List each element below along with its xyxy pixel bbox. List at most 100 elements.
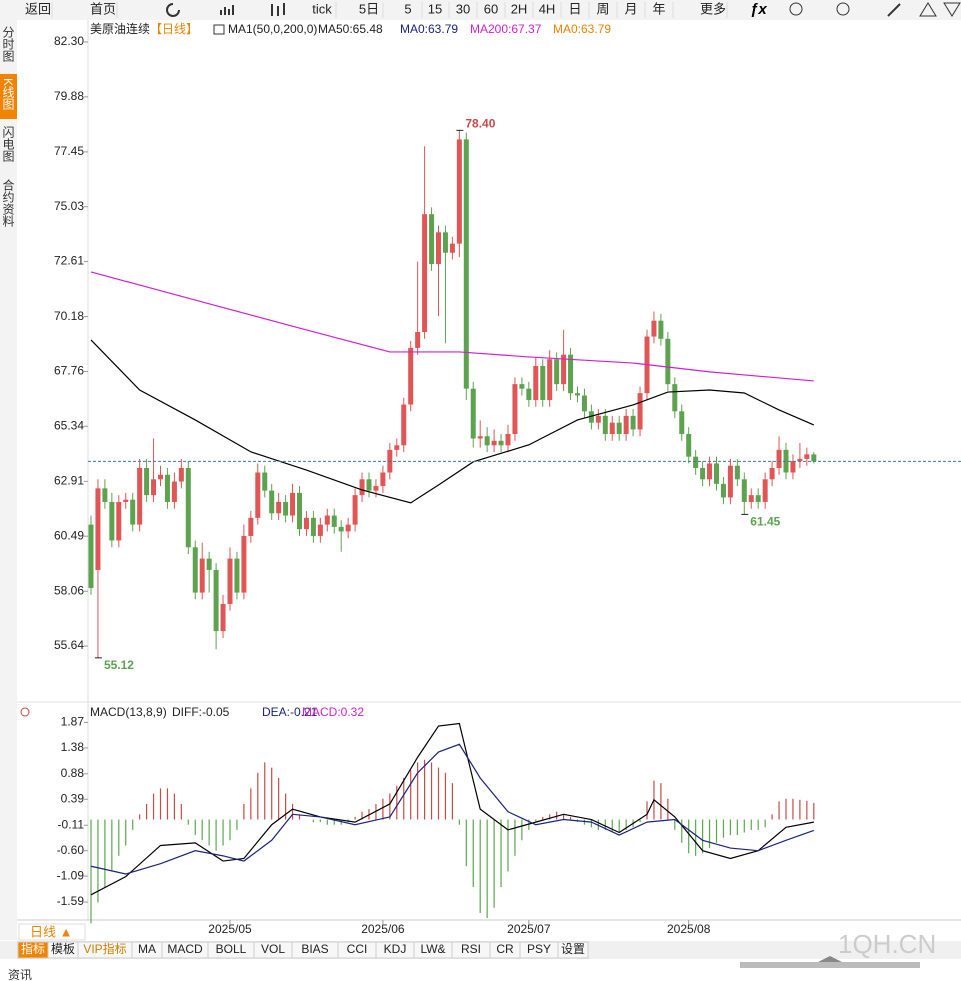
- toolbar-button[interactable]: tick: [312, 1, 332, 16]
- bottom-tab-bg: [557, 941, 589, 959]
- bottom-tab[interactable]: 模板: [51, 942, 75, 956]
- candle-body: [720, 483, 726, 498]
- bottom-tab[interactable]: CR: [496, 942, 514, 956]
- candle-body: [352, 495, 358, 525]
- toolbar-button[interactable]: 首页: [90, 1, 116, 16]
- toolbar-button[interactable]: 5日: [359, 1, 379, 16]
- candle-body: [561, 354, 567, 385]
- toolbar-button[interactable]: 5: [404, 1, 411, 16]
- candle-body: [616, 422, 622, 434]
- legend-text: MA50:65.48: [318, 22, 383, 36]
- toolbar-button[interactable]: 月: [624, 1, 637, 16]
- zoom-in[interactable]: [836, 2, 850, 16]
- bottom-tab[interactable]: BOLL: [216, 942, 247, 956]
- candle-body: [755, 495, 761, 502]
- candle-body: [380, 472, 386, 487]
- candle-body: [206, 558, 212, 570]
- toolbar-button[interactable]: 4H: [539, 1, 556, 16]
- zoom-out[interactable]: [789, 2, 803, 16]
- candle-body: [241, 535, 247, 593]
- toolbar-button[interactable]: 返回: [25, 1, 51, 16]
- candle-body: [415, 332, 421, 348]
- candle-body: [116, 501, 122, 541]
- legend-text: MACD:0.32: [302, 705, 364, 719]
- bottom-tab[interactable]: CCI: [347, 942, 368, 956]
- side-tab[interactable]: 合约资料: [1, 178, 15, 227]
- candle-body: [338, 526, 344, 532]
- chart-icon[interactable]: [220, 5, 234, 15]
- y-tick-label: 79.88: [54, 89, 84, 103]
- settings-icon[interactable]: [20, 707, 30, 717]
- y-tick-label: 0.88: [61, 766, 85, 780]
- candle-body: [547, 359, 553, 400]
- candle-body: [123, 499, 129, 502]
- y-tick-label: 77.45: [54, 144, 84, 158]
- y-tick-label: -0.60: [57, 843, 85, 857]
- candle-body: [491, 440, 497, 446]
- bottom-tab[interactable]: LW&: [420, 942, 445, 956]
- bottom-tab[interactable]: MA: [138, 942, 156, 956]
- candle-body: [498, 440, 504, 446]
- candle-body: [401, 404, 407, 446]
- y-tick-label: 67.76: [54, 364, 84, 378]
- toolbar-button[interactable]: 30: [456, 1, 470, 16]
- toolbar-button[interactable]: 15: [428, 1, 442, 16]
- x-tick-label: 2025/07: [507, 922, 551, 936]
- candle-body: [714, 463, 719, 484]
- toolbar-bg: [0, 0, 961, 20]
- period-bg: [18, 923, 86, 941]
- candle-body: [456, 139, 462, 244]
- candle-body: [192, 547, 198, 593]
- y-tick-label: 1.38: [61, 740, 85, 754]
- candle-body: [693, 456, 699, 468]
- x-tick-label: 2025/05: [208, 922, 252, 936]
- toolbar-button[interactable]: 年: [652, 1, 665, 16]
- bottom-tab[interactable]: 指标: [21, 941, 45, 956]
- toolbar-button[interactable]: 周: [596, 1, 609, 16]
- candle-body: [540, 366, 546, 400]
- side-tab[interactable]: K线图: [1, 78, 15, 110]
- candle-body: [331, 515, 337, 527]
- candle-body: [804, 454, 810, 459]
- candle-icon[interactable]: [271, 3, 285, 16]
- toolbar-button[interactable]: 日: [568, 1, 581, 16]
- toolbar-button[interactable]: 60: [484, 1, 498, 16]
- period-button[interactable]: 日线 ▲: [30, 924, 72, 939]
- candle-body: [623, 415, 629, 434]
- bottom-tab[interactable]: 设置: [561, 942, 585, 956]
- candle-body: [88, 524, 94, 589]
- candle-body: [581, 395, 587, 412]
- candle-body: [429, 214, 435, 265]
- y-tick-label: 55.64: [54, 638, 84, 652]
- candle-body: [248, 517, 254, 536]
- candle-body: [658, 320, 664, 339]
- candle-body: [651, 320, 657, 337]
- bottom-tab[interactable]: BIAS: [301, 942, 328, 956]
- candle-body: [283, 501, 289, 516]
- candle-body: [171, 481, 177, 502]
- fx-icon[interactable]: ƒx: [750, 1, 767, 18]
- refresh-icon[interactable]: [166, 3, 180, 17]
- bottom-tab[interactable]: KDJ: [384, 942, 407, 956]
- side-tab[interactable]: 闪电图: [1, 126, 15, 162]
- side-tab[interactable]: 分时图: [1, 26, 15, 62]
- footer[interactable]: 资讯: [8, 968, 32, 981]
- candle-body: [324, 515, 330, 525]
- bottom-tab[interactable]: VIP指标: [83, 941, 126, 956]
- candle-body: [554, 359, 560, 385]
- candle-body: [297, 492, 302, 530]
- bottom-tab[interactable]: VOL: [261, 942, 285, 956]
- candle-body: [255, 472, 261, 518]
- toolbar-button[interactable]: 2H: [511, 1, 528, 16]
- candle-body: [575, 393, 580, 396]
- y-tick-label: 0.39: [61, 791, 85, 805]
- draw-icon[interactable]: [887, 3, 901, 17]
- bottom-tab[interactable]: RSI: [461, 942, 481, 956]
- toolbar-button[interactable]: 更多: [700, 1, 726, 16]
- arrange-icon[interactable]: [919, 2, 961, 17]
- candle-body: [797, 458, 803, 462]
- bottom-tab[interactable]: PSY: [527, 942, 551, 956]
- bottom-tab[interactable]: MACD: [167, 942, 203, 956]
- legend-text: DEA:-0.21: [262, 705, 318, 719]
- candle-body: [568, 354, 574, 394]
